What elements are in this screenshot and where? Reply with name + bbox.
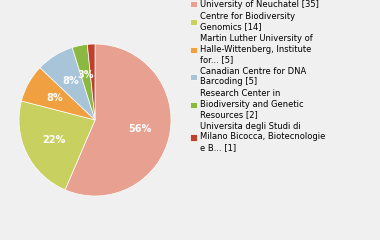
Wedge shape	[21, 68, 95, 120]
Text: 3%: 3%	[78, 70, 94, 80]
Text: 8%: 8%	[47, 93, 63, 103]
Text: 22%: 22%	[43, 135, 66, 145]
Text: 8%: 8%	[63, 76, 79, 86]
Wedge shape	[65, 44, 171, 196]
Wedge shape	[87, 44, 95, 120]
Text: 56%: 56%	[128, 124, 151, 134]
Wedge shape	[72, 44, 95, 120]
Wedge shape	[40, 48, 95, 120]
Wedge shape	[19, 101, 95, 190]
Legend: University of Neuchatel [35], Centre for Biodiversity
Genomics [14], Martin Luth: University of Neuchatel [35], Centre for…	[190, 0, 325, 152]
